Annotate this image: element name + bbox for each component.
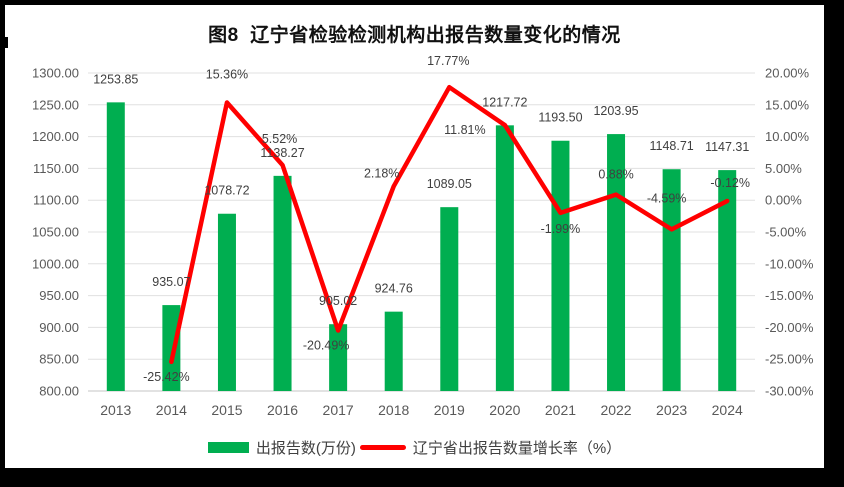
y-right-tick-label: -15.00% bbox=[765, 288, 814, 303]
y-left-tick-label: 800.00 bbox=[39, 384, 79, 399]
y-left-tick-label: 900.00 bbox=[39, 320, 79, 335]
bar-2018 bbox=[384, 311, 403, 391]
x-axis-label: 2017 bbox=[323, 402, 354, 418]
y-right-tick-label: -30.00% bbox=[765, 384, 814, 399]
y-right-tick-label: 20.00% bbox=[765, 66, 810, 81]
y-left-tick-label: 1200.00 bbox=[32, 129, 79, 144]
bar-value-label: 1078.72 bbox=[204, 184, 249, 198]
growth-rate-label: 11.81% bbox=[444, 123, 485, 137]
x-axis-label: 2018 bbox=[378, 402, 409, 418]
bar-value-label: 1089.05 bbox=[427, 177, 472, 191]
bar-2019 bbox=[440, 207, 459, 391]
chart-legend: 出报告数(万份) 辽宁省出报告数量增长率（%） bbox=[5, 437, 824, 458]
bar-2016 bbox=[273, 175, 292, 391]
legend-item-line: 辽宁省出报告数量增长率（%） bbox=[356, 437, 621, 458]
growth-line bbox=[169, 84, 730, 365]
y-right-tick-label: -20.00% bbox=[765, 320, 814, 335]
bar-value-label: 1217.72 bbox=[482, 95, 527, 109]
y-left-tick-label: 1150.00 bbox=[33, 161, 79, 176]
growth-rate-label: 17.77% bbox=[427, 54, 469, 68]
y-right-tick-label: 0.00% bbox=[765, 193, 802, 208]
bar-2021 bbox=[551, 140, 570, 391]
bar-value-label: 1203.95 bbox=[593, 104, 638, 118]
legend-label-line: 辽宁省出报告数量增长率（%） bbox=[412, 440, 622, 457]
y-left-tick-label: 1250.00 bbox=[32, 97, 79, 112]
y-right-tick-label: -25.00% bbox=[765, 352, 814, 367]
bar-value-label: 935.07 bbox=[152, 275, 190, 289]
growth-rate-label: 15.36% bbox=[206, 68, 248, 82]
growth-rate-label: 5.52% bbox=[262, 132, 297, 146]
y-left-tick-label: 1100.00 bbox=[33, 193, 79, 208]
bar-2017 bbox=[329, 324, 348, 391]
bar-value-label: 1148.71 bbox=[649, 139, 693, 153]
y-left-tick-label: 850.00 bbox=[39, 352, 79, 367]
x-axis-label: 2016 bbox=[267, 402, 298, 418]
growth-rate-label: -25.42% bbox=[143, 370, 190, 384]
growth-rate-label: -1.99% bbox=[541, 222, 581, 236]
line-series-swatch-icon bbox=[359, 445, 406, 450]
bar-value-label: 1138.27 bbox=[260, 146, 304, 160]
growth-rate-label: 0.88% bbox=[598, 168, 633, 182]
bar-2024 bbox=[718, 170, 737, 391]
y-left-tick-label: 1050.00 bbox=[32, 225, 79, 240]
y-left-tick-label: 1300.00 bbox=[32, 66, 79, 81]
legend-item-bars: 出报告数(万份) bbox=[207, 437, 356, 458]
legend-label-bars: 出报告数(万份) bbox=[255, 440, 356, 457]
x-axis-label: 2023 bbox=[656, 402, 687, 418]
y-left-tick-label: 950.00 bbox=[39, 288, 79, 303]
x-axis-label: 2020 bbox=[489, 402, 520, 418]
y-right-tick-label: 15.00% bbox=[765, 97, 810, 112]
bar-value-label: 1253.85 bbox=[93, 72, 138, 86]
bar-2014 bbox=[162, 305, 181, 391]
y-right-tick-label: -5.00% bbox=[765, 225, 807, 240]
bar-value-label: 1193.50 bbox=[538, 111, 582, 125]
x-axis-label: 2022 bbox=[600, 402, 631, 418]
y-left-tick-label: 1000.00 bbox=[32, 256, 79, 271]
x-axis-label: 2013 bbox=[100, 402, 131, 418]
bar-value-label: 905.02 bbox=[319, 294, 357, 308]
bar-2015 bbox=[217, 213, 236, 391]
growth-rate-label: 2.18% bbox=[364, 166, 399, 180]
x-axis-label: 2014 bbox=[156, 402, 187, 418]
y-right-tick-label: 10.00% bbox=[765, 129, 810, 144]
bar-2013 bbox=[106, 102, 125, 391]
x-axis-label: 2019 bbox=[434, 402, 465, 418]
growth-rate-label: -0.12% bbox=[710, 176, 750, 190]
growth-rate-label: -20.49% bbox=[303, 339, 350, 353]
y-right-tick-label: 5.00% bbox=[765, 161, 802, 176]
bar-2020 bbox=[495, 125, 514, 391]
x-axis-label: 2024 bbox=[712, 402, 743, 418]
x-axis-label: 2021 bbox=[545, 402, 576, 418]
x-axis-label: 2015 bbox=[211, 402, 242, 418]
bar-series-swatch-icon bbox=[207, 442, 249, 453]
bar-value-label: 924.76 bbox=[375, 282, 413, 296]
frame-notch bbox=[0, 37, 8, 48]
y-right-tick-label: -10.00% bbox=[765, 256, 814, 271]
growth-rate-label: -4.59% bbox=[647, 191, 687, 205]
chart-title: 图8 辽宁省检验检测机构出报告数量变化的情况 bbox=[208, 25, 621, 46]
bar-value-label: 1147.31 bbox=[705, 140, 749, 154]
